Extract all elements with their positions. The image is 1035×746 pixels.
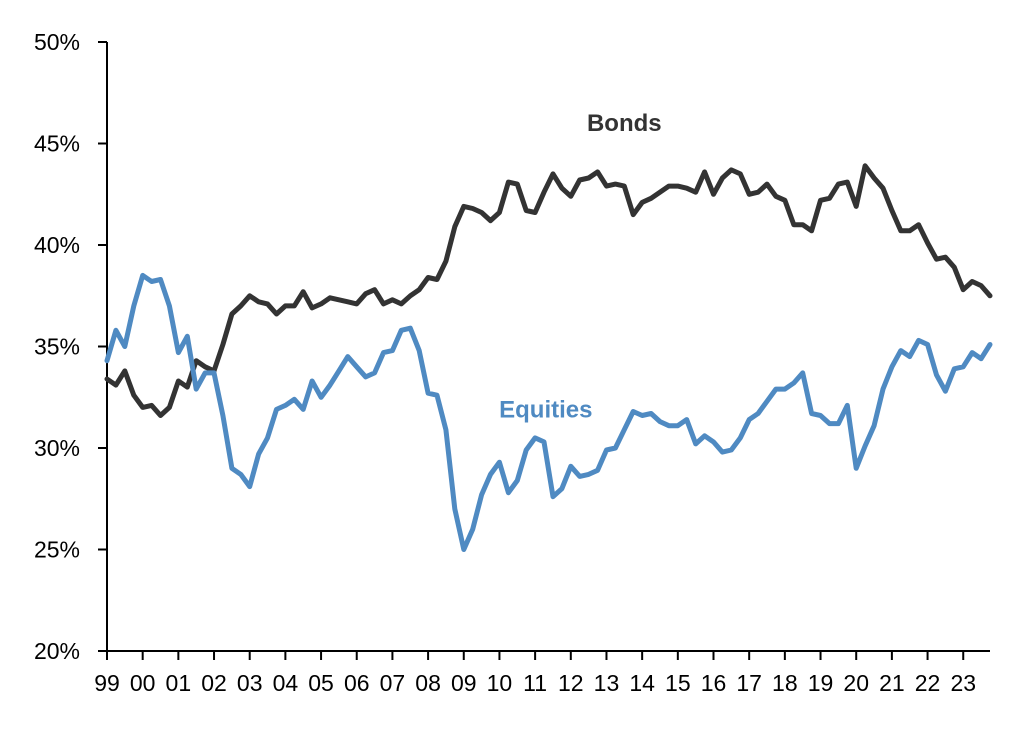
series-line-bonds xyxy=(104,163,993,418)
series-labels: Bonds Equities xyxy=(499,110,662,423)
series-label-bonds: Bonds xyxy=(587,110,662,137)
x-tick-label: 10 xyxy=(487,670,513,696)
x-tick-label: 11 xyxy=(523,670,547,696)
x-tick-label: 14 xyxy=(629,670,655,696)
y-tick-label: 35% xyxy=(34,334,80,360)
series-line-equities xyxy=(104,272,993,552)
x-tick-label: 18 xyxy=(772,670,798,696)
series-label-equities: Equities xyxy=(499,396,592,423)
y-tick-label: 45% xyxy=(34,131,80,157)
x-tick-label: 02 xyxy=(201,670,227,696)
x-tick-label: 19 xyxy=(808,670,834,696)
x-tick-label: 07 xyxy=(380,670,406,696)
x-tick-label: 01 xyxy=(166,670,192,696)
x-tick-label: 00 xyxy=(130,670,156,696)
series-lines xyxy=(104,163,993,552)
x-tick-label: 13 xyxy=(594,670,620,696)
x-tick-label: 17 xyxy=(736,670,762,696)
x-tick-label: 22 xyxy=(915,670,941,696)
x-tick-label: 04 xyxy=(273,670,299,696)
x-tick-label: 15 xyxy=(665,670,691,696)
y-tick-label: 50% xyxy=(34,29,80,55)
x-tick-label: 20 xyxy=(843,670,869,696)
x-tick-label: 21 xyxy=(879,670,905,696)
y-tick-label: 20% xyxy=(34,638,80,664)
axes: 20% 25% 30% 35% 40% 45% 50% 99 00 01 02 03 04 05 06 07 0… xyxy=(34,29,990,696)
y-tick-label: 25% xyxy=(34,537,80,563)
x-tick-label: 08 xyxy=(415,670,441,696)
x-tick-label: 03 xyxy=(237,670,263,696)
y-tick-label: 40% xyxy=(34,232,80,258)
x-tick-label: 16 xyxy=(701,670,727,696)
x-tick-label: 12 xyxy=(558,670,584,696)
x-tick-label: 99 xyxy=(94,670,120,696)
x-tick-label: 09 xyxy=(451,670,477,696)
x-tick-label: 05 xyxy=(308,670,334,696)
y-tick-label: 30% xyxy=(34,435,80,461)
x-tick-label: 06 xyxy=(344,670,370,696)
x-tick-label: 23 xyxy=(950,670,976,696)
